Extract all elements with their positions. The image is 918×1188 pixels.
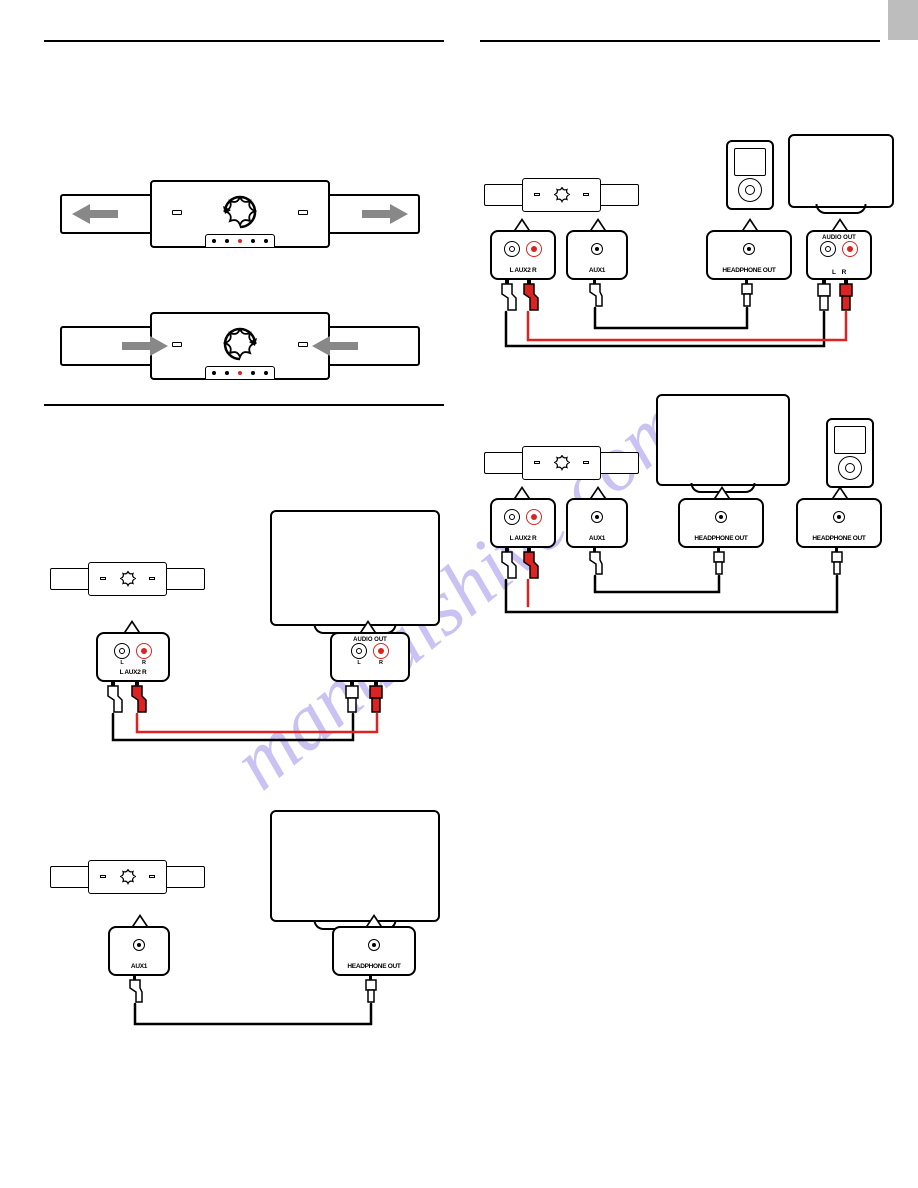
callout-tail-icon <box>832 486 848 498</box>
panel-label: AUDIO OUT <box>332 637 408 643</box>
panel-headphone-out: HEADPHONE OUT <box>332 926 416 976</box>
panel-aux2: L R L AUX2 R <box>96 632 170 682</box>
rule <box>44 40 444 42</box>
label-l: L <box>120 660 123 666</box>
callout-tail-icon <box>360 620 376 632</box>
callout-tail-icon <box>514 218 530 230</box>
callout-tail-icon <box>366 914 382 926</box>
mp3-player-icon <box>826 418 874 488</box>
panel-aux1: AUX1 <box>566 230 628 280</box>
panel-label: AUX1 <box>568 267 626 274</box>
panel-label: L AUX2 R <box>98 669 168 676</box>
soundbar-mini-icon <box>484 178 639 212</box>
label-r: R <box>379 660 383 666</box>
soundbar-mini-icon <box>50 562 205 596</box>
panel-label: HEADPHONE OUT <box>680 535 762 542</box>
callout-tail-icon <box>590 218 606 230</box>
tv-icon <box>270 510 440 626</box>
tv-icon <box>788 134 894 208</box>
panel-aux1: AUX1 <box>108 926 170 976</box>
panel-label: HEADPHONE OUT <box>334 963 414 970</box>
rule <box>480 40 880 42</box>
panel-headphone-out: HEADPHONE OUT <box>678 498 764 548</box>
callout-tail-icon <box>742 218 758 230</box>
arrow-right-icon <box>362 204 408 224</box>
panel-audio-out: AUDIO OUT L R <box>806 230 872 280</box>
callout-tail-icon <box>590 486 606 498</box>
panel-audio-out: AUDIO OUT L R <box>330 632 410 682</box>
arrow-right-icon <box>122 336 168 356</box>
soundbar-mini-icon <box>50 860 205 894</box>
callout-tail-icon <box>514 486 530 498</box>
manual-page: manualshive.com <box>0 0 918 1188</box>
panel-aux1: AUX1 <box>566 498 628 548</box>
panel-headphone-out: HEADPHONE OUT <box>796 498 882 548</box>
callout-tail-icon <box>124 620 140 632</box>
panel-aux2: L AUX2 R <box>490 498 556 548</box>
panel-label: AUX1 <box>568 535 626 542</box>
panel-label: L R <box>808 269 870 276</box>
label-l: L <box>357 660 360 666</box>
panel-label: HEADPHONE OUT <box>708 267 790 274</box>
panel-label: L AUX2 R <box>492 267 554 274</box>
callout-tail-icon <box>832 218 848 230</box>
rotate-ccw-icon <box>215 324 265 364</box>
page-tab <box>888 0 918 40</box>
tv-icon <box>656 394 790 486</box>
panel-label: L AUX2 R <box>492 535 554 542</box>
rotate-cw-icon <box>215 192 265 232</box>
soundbar-expand-diagram <box>60 180 420 248</box>
arrow-left-icon <box>72 204 118 224</box>
panel-label: AUX1 <box>110 963 168 970</box>
callout-tail-icon <box>714 486 730 498</box>
panel-label: HEADPHONE OUT <box>798 535 880 542</box>
label-r: R <box>142 660 146 666</box>
soundbar-collapse-diagram <box>60 312 420 380</box>
tv-icon <box>270 810 440 922</box>
panel-label: AUDIO OUT <box>808 235 870 241</box>
mp3-player-icon <box>726 140 774 210</box>
panel-aux2: L AUX2 R <box>490 230 556 280</box>
callout-tail-icon <box>132 914 148 926</box>
rule <box>44 404 444 406</box>
panel-headphone-out: HEADPHONE OUT <box>706 230 792 280</box>
arrow-left-icon <box>312 336 358 356</box>
soundbar-mini-icon <box>484 446 639 480</box>
